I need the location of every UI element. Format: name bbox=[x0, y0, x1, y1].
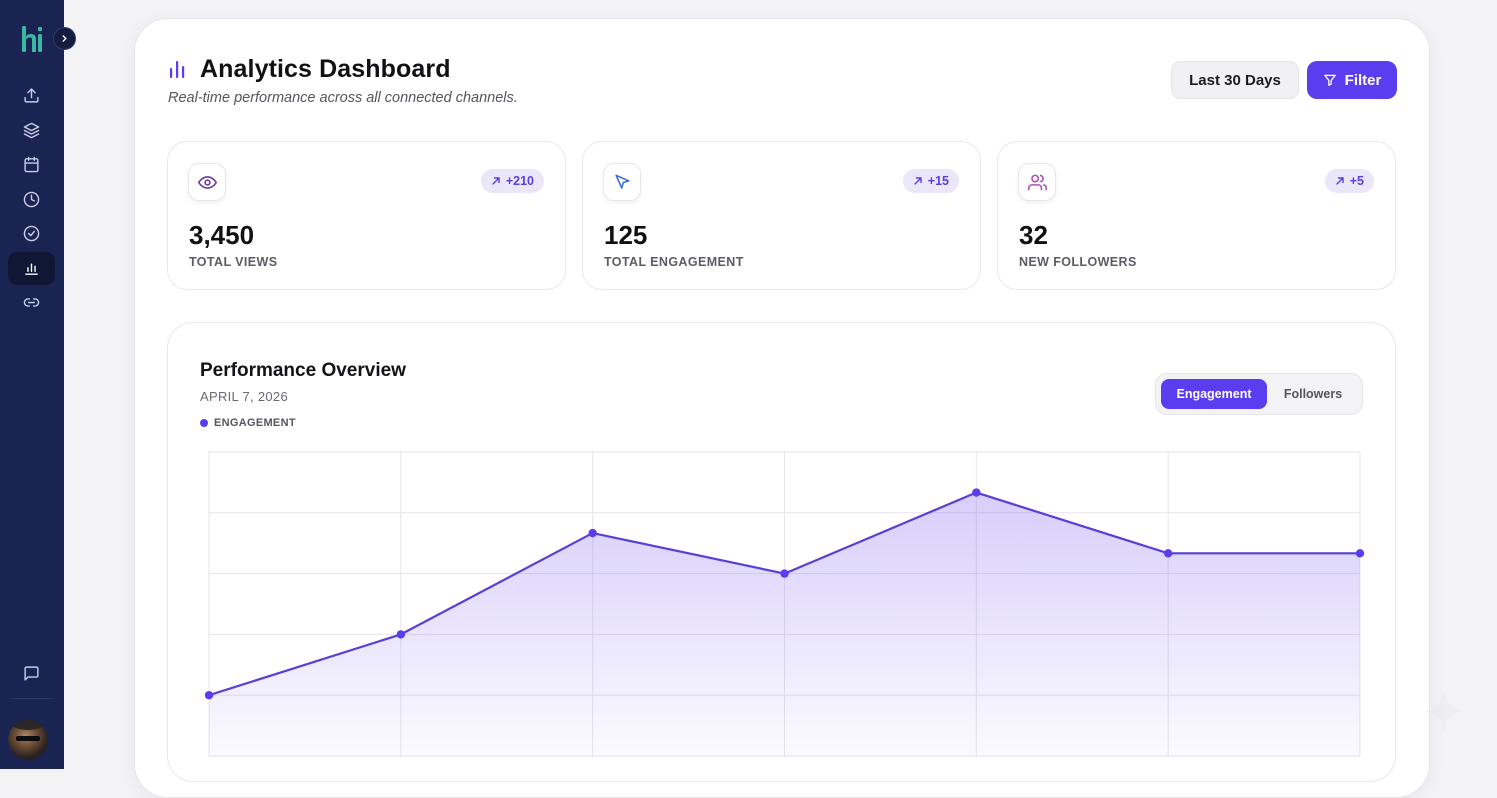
engagement-point bbox=[204, 691, 214, 700]
sidebar-item-analytics[interactable] bbox=[8, 252, 55, 285]
expand-sidebar-button[interactable] bbox=[53, 27, 76, 50]
engagement-chart bbox=[204, 451, 1365, 757]
engagement-point bbox=[780, 569, 789, 578]
check-circle-icon bbox=[23, 225, 40, 242]
layers-icon bbox=[23, 122, 40, 139]
chart-legend: ENGAGEMENT bbox=[200, 417, 296, 429]
stat-card-engagement: +15 125 TOTAL ENGAGEMENT bbox=[582, 141, 981, 290]
app-logo[interactable] bbox=[20, 24, 44, 54]
sidebar-item-history[interactable] bbox=[8, 183, 55, 216]
arrow-up-right-icon bbox=[1336, 177, 1344, 185]
toggle-followers[interactable]: Followers bbox=[1283, 387, 1343, 401]
sidebar-item-tasks[interactable] bbox=[8, 217, 55, 250]
sidebar-item-upload[interactable] bbox=[8, 79, 55, 112]
analytics-icon bbox=[170, 61, 185, 78]
engagement-area bbox=[209, 492, 1360, 756]
filter-icon bbox=[1323, 74, 1336, 86]
engagement-point bbox=[1163, 549, 1173, 558]
sparkle-icon bbox=[1424, 688, 1464, 734]
stat-icon-box bbox=[188, 163, 226, 201]
stat-value: 32 bbox=[1019, 220, 1048, 250]
sidebar-item-layers[interactable] bbox=[8, 114, 55, 147]
upload-icon bbox=[24, 88, 39, 103]
delta-badge: +210 bbox=[480, 169, 544, 193]
performance-title: Performance Overview bbox=[200, 360, 406, 381]
delta-badge: +5 bbox=[1324, 169, 1374, 193]
stat-value: 3,450 bbox=[189, 220, 255, 250]
eye-icon bbox=[197, 175, 217, 189]
engagement-point bbox=[396, 630, 406, 639]
users-icon bbox=[1027, 174, 1047, 190]
stat-card-followers: +5 32 NEW FOLLOWERS bbox=[997, 141, 1396, 290]
sidebar-item-links[interactable] bbox=[8, 286, 55, 319]
sidebar-item-calendar[interactable] bbox=[8, 148, 55, 181]
chevron-right-icon bbox=[62, 35, 67, 42]
stat-value: 125 bbox=[604, 220, 648, 250]
legend-marker bbox=[200, 419, 208, 427]
user-avatar[interactable] bbox=[8, 720, 48, 760]
legend-label: ENGAGEMENT bbox=[214, 417, 296, 429]
engagement-point bbox=[972, 488, 981, 497]
stat-label: NEW FOLLOWERS bbox=[1019, 255, 1137, 269]
bar-chart-icon bbox=[25, 263, 38, 275]
page-subtitle: Real-time performance across all connect… bbox=[168, 90, 518, 106]
sidebar-item-messages[interactable] bbox=[8, 657, 55, 690]
clock-icon bbox=[23, 191, 40, 208]
performance-date: APRIL 7, 2026 bbox=[200, 389, 288, 404]
page-title: Analytics Dashboard bbox=[200, 55, 451, 83]
message-icon bbox=[24, 666, 39, 681]
engagement-point bbox=[588, 528, 597, 538]
sidebar-divider bbox=[12, 698, 52, 699]
engagement-point bbox=[1355, 549, 1365, 558]
cursor-icon bbox=[614, 174, 630, 189]
filter-button[interactable]: Filter bbox=[1307, 61, 1397, 99]
stat-card-views: +210 3,450 TOTAL VIEWS bbox=[167, 141, 566, 290]
arrow-up-right-icon bbox=[492, 177, 500, 185]
filter-button-label: Filter bbox=[1344, 71, 1382, 89]
date-range-button[interactable]: Last 30 Days bbox=[1171, 61, 1299, 99]
link-icon bbox=[23, 298, 40, 307]
stat-label: TOTAL ENGAGEMENT bbox=[604, 255, 744, 269]
delta-badge: +15 bbox=[902, 169, 959, 193]
stat-label: TOTAL VIEWS bbox=[189, 255, 278, 269]
calendar-icon bbox=[24, 156, 39, 173]
arrow-up-right-icon bbox=[914, 177, 922, 185]
toggle-engagement[interactable]: Engagement bbox=[1161, 379, 1267, 409]
stat-icon-box bbox=[603, 163, 641, 201]
chart-metric-toggle: Engagement Followers bbox=[1155, 373, 1363, 415]
stat-icon-box bbox=[1018, 163, 1056, 201]
sidebar bbox=[0, 0, 76, 769]
